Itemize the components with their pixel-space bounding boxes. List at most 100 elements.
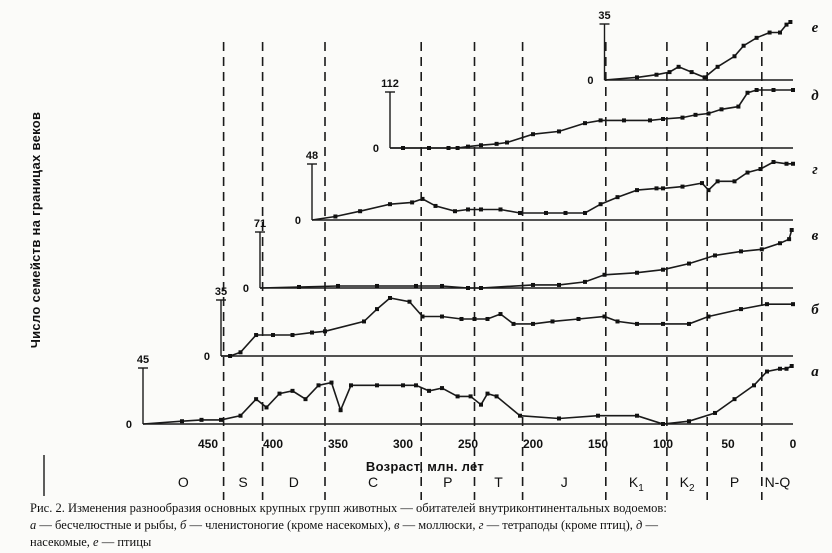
data-point <box>414 383 418 388</box>
x-tick-label: 150 <box>588 437 608 451</box>
series-panel-1: 45 0 а <box>126 354 819 431</box>
data-point <box>602 314 607 319</box>
data-point <box>615 319 620 324</box>
data-point <box>271 333 275 338</box>
period-row: O S D C P T J K1 K2 P N-Q <box>178 474 790 494</box>
data-point <box>791 88 795 92</box>
data-point <box>715 64 720 69</box>
data-point <box>310 330 314 335</box>
data-point <box>598 118 603 123</box>
data-point <box>622 118 626 123</box>
period-label: P <box>730 474 739 490</box>
caption-text: насекомые, <box>30 535 94 549</box>
data-point <box>732 397 737 402</box>
data-point <box>238 350 243 355</box>
data-point <box>468 394 473 399</box>
data-point <box>362 319 366 324</box>
series-panel-5: 112 0 д <box>373 78 819 155</box>
data-point <box>736 104 741 109</box>
data-point <box>771 160 776 164</box>
caption-letter: д <box>635 518 643 532</box>
series-zero-label: 0 <box>126 419 132 431</box>
data-point <box>700 181 704 186</box>
data-point <box>511 321 516 326</box>
data-point <box>199 417 204 422</box>
data-point <box>713 410 717 415</box>
data-point <box>485 316 490 321</box>
caption-text: — тетраподы (кроме птиц), <box>483 518 636 532</box>
data-point <box>583 210 587 215</box>
data-point <box>414 283 418 288</box>
data-point <box>739 249 743 254</box>
data-point <box>180 419 184 424</box>
data-point <box>388 202 392 207</box>
x-tick-label: 50 <box>721 437 735 451</box>
data-point <box>254 397 259 402</box>
data-point <box>455 146 460 150</box>
series-panel-3: 71 0 в <box>243 218 819 295</box>
data-point <box>576 316 581 321</box>
data-point <box>693 112 698 117</box>
data-point <box>741 43 746 48</box>
data-point <box>778 241 782 246</box>
data-point <box>336 283 340 288</box>
data-point <box>583 121 587 126</box>
series-panel-4: 48 0 г <box>295 150 818 227</box>
data-point <box>767 30 772 35</box>
data-point <box>635 413 639 418</box>
data-point <box>754 88 759 92</box>
x-tick-label: 0 <box>790 437 797 451</box>
data-point <box>791 161 795 166</box>
data-point <box>784 366 789 371</box>
data-point <box>706 314 711 319</box>
data-point <box>787 237 792 242</box>
data-point <box>680 115 685 120</box>
data-point <box>410 200 415 205</box>
caption-letter: в <box>394 518 400 532</box>
data-point <box>531 321 535 326</box>
data-point <box>479 143 483 148</box>
data-point <box>290 333 295 338</box>
period-label: D <box>289 474 299 490</box>
data-point <box>544 210 548 215</box>
series-line <box>259 229 793 289</box>
data-point <box>784 161 789 166</box>
period-label: T <box>494 474 503 490</box>
caption-text: — членистоногие (кроме насекомых), <box>186 518 395 532</box>
data-point <box>349 383 353 388</box>
data-point <box>667 70 672 75</box>
series-zero-label: 0 <box>373 143 379 155</box>
data-point <box>706 111 711 116</box>
data-point <box>375 283 379 288</box>
data-point <box>789 228 794 232</box>
data-point <box>238 413 243 418</box>
caption-line-2: а — бесчелюстные и рыбы, б — членистоног… <box>30 517 830 534</box>
data-point <box>557 416 561 421</box>
period-boundaries <box>222 42 763 500</box>
data-point <box>789 364 794 368</box>
series-line <box>390 89 793 149</box>
data-point <box>479 286 483 290</box>
data-point <box>715 179 720 184</box>
caption-text: — бесчелюстные и рыбы, <box>36 518 181 532</box>
y-axis-title: Число семейств на границах веков <box>28 112 43 349</box>
data-point <box>654 72 659 77</box>
data-point <box>407 299 412 304</box>
series-panel-6: 35 0 е <box>587 10 818 87</box>
data-point <box>550 319 555 324</box>
x-tick-label: 350 <box>328 437 348 451</box>
data-point <box>316 383 321 388</box>
data-point <box>459 316 464 321</box>
data-point <box>754 35 759 40</box>
period-label: O <box>178 474 189 490</box>
series-max-label: 71 <box>254 218 266 230</box>
series-letter: б <box>811 302 819 318</box>
period-label: J <box>561 474 568 490</box>
caption-letter: г <box>478 518 484 532</box>
data-point <box>635 270 639 275</box>
data-point <box>531 132 535 137</box>
data-point <box>420 196 425 201</box>
data-point <box>676 64 681 69</box>
data-point <box>401 146 405 150</box>
